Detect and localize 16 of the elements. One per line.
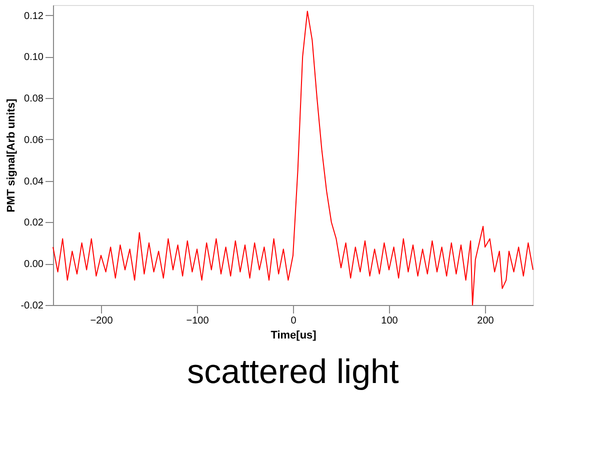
y-tick-label: 0.08: [24, 94, 44, 105]
y-tick-label: 0.12: [24, 10, 44, 22]
x-tick-label: −100: [186, 316, 210, 326]
x-tick-label: 100: [381, 316, 398, 326]
x-axis-title: Time[us]: [270, 330, 317, 342]
x-tick-label: −200: [90, 316, 114, 326]
text: scattered light: [187, 353, 400, 391]
y-tick-label: 0.00: [24, 259, 44, 270]
y-tick-label: 0.10: [24, 52, 44, 64]
y-tick-label: 0.06: [24, 134, 44, 146]
x-tick-label: 200: [477, 316, 494, 326]
x-tick-label: 0: [290, 316, 297, 326]
y-tick-label: 0.04: [24, 176, 44, 188]
y-axis-title: PMT signal[Arb units]: [6, 98, 18, 212]
y-tick-label: 0.02: [24, 218, 44, 229]
y-tick-label: -0.02: [20, 300, 44, 312]
